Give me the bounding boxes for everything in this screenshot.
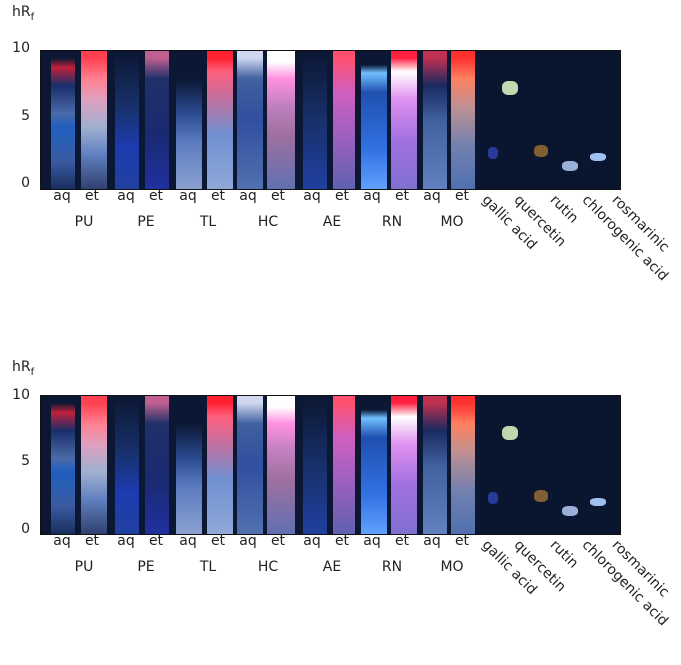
group-label: MO [440,214,464,230]
lane-label: aq [303,188,321,204]
group-label: HC [257,559,279,575]
y-tick-10: 10 [12,40,30,56]
lane-label: et [270,533,286,549]
y-tick-5: 5 [21,453,30,469]
tlc-plate-standards [480,50,621,190]
lane-tl-et [207,51,233,189]
lane-rn-aq [361,51,387,189]
group-label: RN [381,559,403,575]
y-tick-0: 0 [21,175,30,191]
spot-quercetin [502,426,518,440]
y-axis-label: hRf [12,359,35,378]
tlc-plate-standards [480,395,621,535]
spot-gallic-acid [488,492,498,504]
lane-label: et [394,188,410,204]
group-label: AE [322,214,342,230]
lane-label: aq [239,533,257,549]
lane-mo-aq [423,51,447,189]
lane-label: aq [179,188,197,204]
lane-pe-et [145,396,169,534]
lane-label: aq [363,533,381,549]
lane-pu-aq [51,51,75,189]
lane-label: et [84,533,100,549]
lane-label: et [394,533,410,549]
group-label: MO [440,559,464,575]
group-label: TL [199,559,217,575]
lane-pe-et [145,51,169,189]
y-tick-0: 0 [21,521,30,537]
lane-label: et [84,188,100,204]
lane-tl-aq [176,51,202,189]
lane-label: et [210,188,226,204]
lane-tl-aq [176,396,202,534]
lane-label: et [148,188,164,204]
lane-label: et [270,188,286,204]
lane-ae-et [333,396,355,534]
group-label: RN [381,214,403,230]
lane-label: aq [303,533,321,549]
group-label: PE [137,559,155,575]
y-tick-5: 5 [21,108,30,124]
lane-hc-aq [237,396,263,534]
lane-rn-aq [361,396,387,534]
group-label: AE [322,559,342,575]
lane-mo-et [451,396,475,534]
lane-mo-et [451,51,475,189]
lane-label: aq [53,188,71,204]
lane-label: et [210,533,226,549]
group-label: TL [199,214,217,230]
lane-label: aq [117,188,135,204]
y-axis-label: hRf [12,4,35,23]
spot-gallic-acid [488,147,498,159]
lane-ae-et [333,51,355,189]
lane-pu-aq [51,396,75,534]
group-label: PE [137,214,155,230]
lane-ae-aq [303,396,327,534]
lane-hc-aq [237,51,263,189]
spot-rosmarinic [590,498,606,506]
lane-label: et [334,188,350,204]
tlc-panel-bottom: hRf 10 5 0 aq et aq et aq et aq et aq et… [0,345,681,665]
lane-mo-aq [423,396,447,534]
lane-label: et [148,533,164,549]
lane-rn-et [391,396,417,534]
spot-rosmarinic [590,153,606,161]
lane-label: aq [423,188,441,204]
lane-hc-et [267,51,295,189]
tlc-plate-samples [40,395,482,535]
lane-pe-aq [115,396,139,534]
spot-rutin [534,490,548,502]
group-label: HC [257,214,279,230]
group-label: PU [74,559,94,575]
tlc-plate-samples [40,50,482,190]
lane-label: aq [423,533,441,549]
lane-label: aq [179,533,197,549]
spot-chlorogenic-acid [562,506,578,516]
lane-rn-et [391,51,417,189]
lane-pu-et [81,51,107,189]
lane-label: aq [239,188,257,204]
tlc-panel-top: hRf 10 5 0 aq et aq et aq et aq et aq et… [0,0,681,320]
lane-pe-aq [115,51,139,189]
lane-label: et [454,188,470,204]
lane-pu-et [81,396,107,534]
lane-ae-aq [303,51,327,189]
lane-label: aq [363,188,381,204]
spot-quercetin [502,81,518,95]
lane-hc-et [267,396,295,534]
lane-label: et [334,533,350,549]
spot-rutin [534,145,548,157]
lane-label: aq [117,533,135,549]
spot-chlorogenic-acid [562,161,578,171]
y-tick-10: 10 [12,387,30,403]
lane-tl-et [207,396,233,534]
group-label: PU [74,214,94,230]
lane-label: aq [53,533,71,549]
lane-label: et [454,533,470,549]
